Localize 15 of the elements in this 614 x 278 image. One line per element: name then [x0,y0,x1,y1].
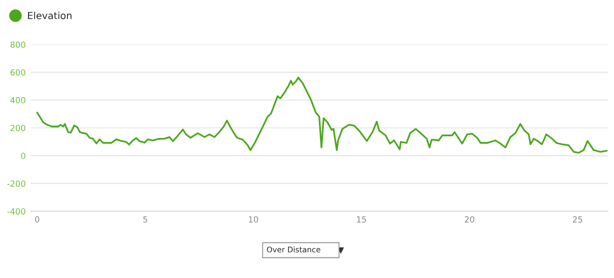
y-tick-label: -400 [7,208,26,215]
legend-label: Elevation [28,12,72,20]
y-tick-label: 400 [10,97,26,104]
y-tick-label: 800 [10,41,26,48]
x-tick-label: 20 [464,216,474,223]
y-tick-label: 0 [21,152,26,159]
y-tick-label: 600 [10,69,26,76]
line-series [36,76,608,154]
x-tick-label: 15 [357,216,366,223]
y-tick-label: 200 [10,124,26,132]
x-tick-label: 10 [248,216,258,223]
x-tick-label: 5 [143,216,148,223]
x-tick-label: 25 [572,216,582,223]
x-tick-label: 0 [35,216,40,223]
y-tick-label: -200 [7,180,26,187]
